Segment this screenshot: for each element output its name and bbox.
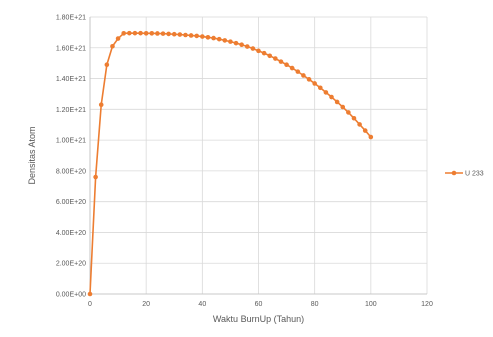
y-tick-label: 1.00E+21 — [56, 138, 86, 145]
x-tick-label: 20 — [142, 301, 150, 308]
x-tick-label: 40 — [198, 301, 206, 308]
x-axis-title: Waktu BurnUp (Tahun) — [213, 314, 304, 324]
data-point — [357, 122, 362, 127]
data-point — [340, 104, 346, 110]
data-point — [233, 40, 239, 46]
data-point — [138, 30, 143, 36]
legend-marker-u233 — [451, 170, 457, 176]
data-point — [228, 39, 233, 44]
y-tick-label: 1.20E+21 — [56, 107, 86, 114]
data-point — [261, 50, 267, 56]
data-point — [346, 110, 351, 115]
data-point — [368, 134, 374, 140]
data-point — [267, 53, 273, 59]
data-point — [200, 34, 205, 39]
data-point — [110, 43, 115, 49]
data-point — [87, 291, 93, 297]
y-tick-label: 1.60E+21 — [56, 45, 86, 52]
data-point — [188, 33, 194, 38]
legend: U 233 — [445, 171, 484, 178]
data-point — [149, 31, 155, 36]
data-point — [273, 56, 278, 61]
data-point — [143, 31, 149, 36]
data-point — [171, 31, 177, 37]
data-point — [256, 48, 261, 54]
data-point — [127, 30, 132, 36]
axes — [89, 17, 427, 295]
data-point — [98, 102, 104, 108]
data-point — [132, 30, 138, 36]
data-point — [301, 73, 306, 78]
data-point — [239, 42, 244, 47]
y-tick-label: 2.00E+20 — [56, 261, 86, 268]
data-point — [216, 36, 222, 42]
data-point — [306, 77, 312, 82]
legend-label-u233: U 233 — [465, 171, 484, 178]
data-point — [284, 62, 289, 68]
data-point — [250, 46, 256, 51]
data-point — [289, 65, 295, 71]
y-tick-label: 1.80E+21 — [56, 15, 86, 22]
data-point — [104, 62, 110, 68]
series-line-u233 — [89, 32, 372, 295]
data-point — [351, 115, 357, 121]
data-point — [222, 38, 228, 43]
y-axis-title: Densitas Atom — [27, 126, 37, 184]
data-point — [177, 32, 183, 37]
data-point — [317, 85, 323, 91]
y-tick-label: 6.00E+20 — [56, 199, 86, 206]
data-point — [205, 35, 211, 40]
data-point — [93, 174, 98, 180]
x-tick-label: 80 — [311, 301, 319, 308]
data-point — [329, 94, 334, 100]
data-point — [194, 33, 200, 39]
y-tick-label: 0.00E+00 — [56, 292, 86, 299]
y-tick-labels: 0.00E+00 2.00E+20 4.00E+20 6.00E+20 8.00E+20… — [56, 15, 86, 299]
data-point — [295, 69, 301, 74]
x-tick-labels: 0 20 40 60 80 100 120 — [88, 301, 433, 308]
data-point — [334, 99, 340, 105]
data-point — [160, 31, 166, 36]
x-tick-label: 100 — [365, 301, 377, 308]
data-point — [155, 31, 160, 36]
data-point — [312, 81, 317, 86]
data-point — [166, 31, 171, 37]
y-tick-label: 4.00E+20 — [56, 230, 86, 237]
series-layer — [87, 30, 374, 297]
data-point — [121, 31, 126, 36]
x-tick-label: 0 — [88, 301, 92, 308]
data-point — [211, 35, 216, 41]
data-point — [115, 36, 121, 41]
y-tick-label: 1.40E+21 — [56, 76, 86, 83]
data-point — [244, 44, 250, 49]
data-point — [323, 90, 329, 95]
data-point — [183, 32, 188, 38]
data-point — [278, 59, 284, 64]
grid-lines — [89, 16, 428, 295]
data-point — [362, 128, 368, 133]
x-tick-label: 120 — [421, 301, 433, 308]
y-tick-label: 8.00E+20 — [56, 168, 86, 175]
x-tick-label: 60 — [255, 301, 263, 308]
